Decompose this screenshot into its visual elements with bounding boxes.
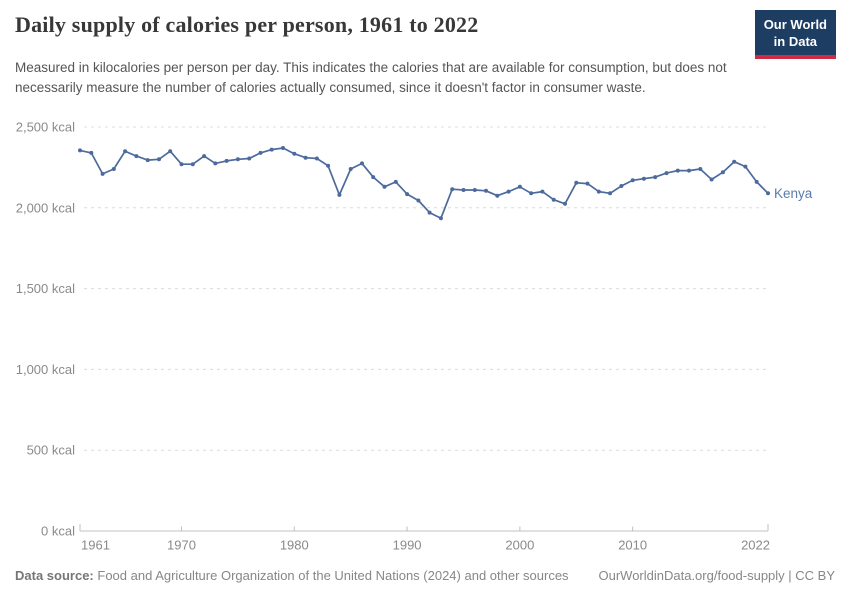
data-point[interactable] — [608, 191, 613, 196]
entity-label[interactable]: Kenya — [774, 186, 813, 201]
data-point[interactable] — [393, 179, 398, 184]
data-point[interactable] — [213, 161, 218, 166]
data-point[interactable] — [596, 189, 601, 194]
chart-subtitle: Measured in kilocalories per person per … — [15, 60, 727, 96]
data-point[interactable] — [269, 147, 274, 152]
data-point[interactable] — [247, 156, 252, 161]
data-point[interactable] — [371, 175, 376, 180]
y-tick-label: 2,000 kcal — [16, 200, 75, 215]
data-point[interactable] — [281, 146, 285, 150]
data-point[interactable] — [551, 197, 556, 202]
y-tick-label: 1,500 kcal — [16, 281, 75, 296]
data-point[interactable] — [292, 151, 297, 156]
data-point[interactable] — [224, 158, 229, 163]
data-point[interactable] — [709, 177, 714, 182]
data-point[interactable] — [506, 189, 511, 194]
data-point[interactable] — [416, 198, 421, 203]
data-point[interactable] — [472, 188, 477, 192]
data-point[interactable] — [517, 184, 522, 189]
owid-url-license[interactable]: OurWorldinData.org/food-supply | CC BY — [598, 568, 835, 583]
chart-footer: Data source: Food and Agriculture Organi… — [15, 568, 835, 583]
data-point[interactable] — [766, 191, 770, 196]
x-tick-label: 1961 — [81, 538, 110, 553]
y-tick-label: 2,500 kcal — [16, 120, 75, 135]
data-point[interactable] — [450, 187, 455, 192]
y-tick-label: 1,000 kcal — [16, 362, 75, 377]
data-source-text: Food and Agriculture Organization of the… — [97, 568, 569, 583]
data-point[interactable] — [157, 157, 161, 162]
x-tick-label: 2000 — [505, 538, 534, 553]
data-point[interactable] — [754, 179, 759, 184]
y-tick-label: 500 kcal — [27, 443, 76, 458]
data-point[interactable] — [529, 191, 534, 196]
data-point[interactable] — [653, 175, 658, 180]
x-tick-label: 1990 — [393, 538, 422, 553]
owid-logo[interactable]: Our World in Data — [754, 10, 836, 59]
data-point[interactable] — [235, 157, 240, 162]
data-point[interactable] — [664, 171, 669, 176]
owid-logo-line2: in Data — [773, 33, 818, 49]
data-point[interactable] — [540, 189, 545, 194]
data-point[interactable] — [743, 164, 748, 169]
data-point[interactable] — [698, 167, 703, 171]
data-point[interactable] — [563, 201, 567, 206]
data-point[interactable] — [675, 168, 680, 173]
data-point[interactable] — [720, 170, 725, 175]
data-point[interactable] — [145, 158, 150, 163]
y-tick-label: 0 kcal — [41, 524, 75, 539]
data-point[interactable] — [484, 188, 488, 193]
data-point[interactable] — [348, 167, 353, 171]
x-tick-label: 2010 — [618, 538, 647, 553]
data-point[interactable] — [382, 184, 387, 189]
data-point[interactable] — [190, 162, 195, 167]
data-point[interactable] — [134, 154, 139, 159]
data-point[interactable] — [111, 167, 116, 171]
data-point[interactable] — [258, 150, 263, 155]
data-point[interactable] — [461, 188, 466, 192]
data-point[interactable] — [179, 162, 184, 167]
data-point[interactable] — [630, 178, 635, 183]
data-point[interactable] — [168, 149, 173, 154]
x-tick-label: 2022 — [741, 538, 770, 553]
data-point[interactable] — [405, 192, 410, 197]
data-point[interactable] — [89, 150, 94, 155]
data-point[interactable] — [303, 155, 308, 160]
data-point[interactable] — [585, 181, 590, 186]
data-point[interactable] — [574, 180, 579, 185]
data-source: Data source: Food and Agriculture Organi… — [15, 568, 569, 583]
data-point[interactable] — [78, 148, 82, 153]
data-point[interactable] — [427, 210, 432, 215]
data-point[interactable] — [732, 159, 737, 164]
data-point[interactable] — [100, 171, 105, 176]
data-source-label: Data source: — [15, 568, 94, 583]
data-point[interactable] — [314, 156, 319, 161]
data-point[interactable] — [337, 192, 342, 197]
data-point[interactable] — [495, 193, 500, 198]
data-point[interactable] — [360, 161, 364, 166]
x-tick-label: 1980 — [280, 538, 309, 553]
data-point[interactable] — [438, 216, 443, 221]
data-point[interactable] — [619, 184, 624, 188]
page-title: Daily supply of calories per person, 196… — [15, 12, 479, 37]
x-tick-label: 1970 — [167, 538, 196, 553]
data-point[interactable] — [202, 154, 207, 159]
data-point[interactable] — [641, 176, 646, 181]
data-point[interactable] — [326, 163, 331, 168]
data-point[interactable] — [123, 149, 128, 154]
data-point[interactable] — [687, 168, 691, 173]
owid-logo-line1: Our World — [763, 17, 827, 32]
